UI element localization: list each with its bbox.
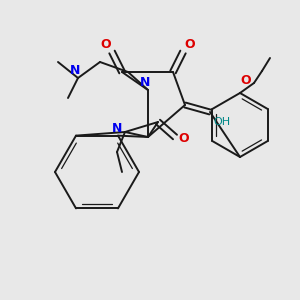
Text: OH: OH: [213, 117, 231, 127]
Text: N: N: [112, 122, 122, 134]
Text: N: N: [140, 76, 150, 88]
Text: N: N: [70, 64, 80, 76]
Text: O: O: [101, 38, 111, 50]
Text: O: O: [241, 74, 251, 88]
Text: O: O: [179, 133, 189, 146]
Text: O: O: [185, 38, 195, 50]
